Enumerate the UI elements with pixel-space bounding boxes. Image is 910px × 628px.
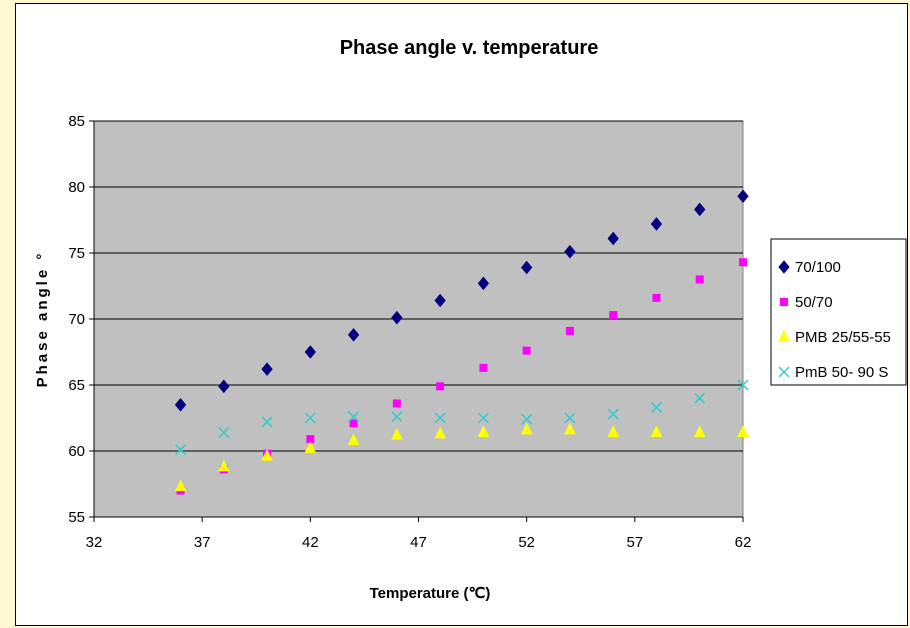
data-point-series-1 — [477, 276, 490, 291]
data-point-series-4 — [477, 412, 489, 424]
data-point-series-3 — [304, 441, 317, 453]
data-point-series-2 — [652, 293, 661, 302]
data-point-series-1 — [304, 345, 316, 359]
data-point-series-4 — [434, 412, 446, 424]
scatter-chart: 32 37 42 47 52 57 62 55 60 65 70 75 80 85 Phase angl… — [34, 37, 907, 602]
x-axis-label: Temperature (℃) — [370, 585, 491, 602]
data-point-series-3 — [391, 428, 403, 440]
legend: 70/100 50/70 PMB 25/55-55 PmB 50- 90 S — [770, 238, 907, 386]
legend-label-series-1: 70/100 — [795, 259, 841, 276]
data-point-series-1 — [174, 398, 187, 412]
y-tick-label: 70 — [68, 311, 85, 328]
data-point-series-3 — [564, 422, 576, 435]
data-point-series-3 — [520, 422, 533, 435]
data-point-series-2 — [739, 258, 747, 267]
data-point-series-2 — [609, 311, 618, 320]
data-point-series-3 — [347, 433, 360, 445]
data-point-series-4 — [218, 426, 230, 439]
x-axis-ticks: 32 37 42 47 52 57 62 — [86, 517, 752, 551]
y-tick-label: 80 — [68, 179, 85, 196]
data-point-series-1 — [564, 244, 576, 259]
x-tick-label: 42 — [302, 534, 319, 551]
data-point-series-3 — [434, 426, 446, 439]
x-tick-label: 52 — [518, 534, 535, 551]
data-point-series-3 — [477, 425, 490, 438]
legend-items: 70/100 50/70 PMB 25/55-55 PmB 50- 90 S — [778, 259, 891, 381]
legend-label-series-4: PmB 50- 90 S — [795, 364, 888, 381]
y-tick-label: 75 — [68, 245, 85, 262]
data-point-series-4 — [304, 412, 316, 424]
legend-label-series-2: 50/70 — [795, 294, 833, 311]
data-point-series-1 — [218, 379, 230, 394]
data-point-series-4 — [607, 408, 619, 420]
data-point-series-4 — [521, 413, 533, 425]
data-point-series-3 — [261, 449, 273, 461]
y-tick-label: 60 — [68, 443, 85, 460]
data-point-series-1 — [521, 260, 533, 275]
data-point-series-4 — [737, 379, 749, 391]
y-tick-label: 65 — [68, 377, 85, 394]
data-point-series-1 — [694, 202, 706, 217]
x-tick-label: 62 — [735, 534, 752, 551]
data-point-series-2 — [695, 275, 704, 284]
data-point-series-4 — [564, 412, 576, 424]
legend-box — [770, 238, 907, 386]
grid-lines — [94, 120, 743, 452]
data-point-series-4 — [694, 392, 706, 404]
y-axis-ticks: 55 60 65 70 75 80 85 — [68, 113, 94, 526]
data-point-series-2 — [479, 363, 488, 372]
legend-marker-series-1 — [778, 260, 790, 274]
data-point-series-2 — [565, 326, 574, 335]
data-point-series-1 — [347, 328, 360, 342]
data-point-series-1 — [434, 293, 446, 308]
data-point-series-1 — [261, 362, 273, 376]
x-tick-label: 57 — [626, 534, 643, 551]
data-point-series-3 — [693, 425, 706, 438]
legend-marker-series-4 — [778, 366, 790, 378]
x-tick-label: 47 — [410, 534, 427, 551]
data-point-series-1 — [607, 231, 619, 246]
data-point-series-2 — [349, 419, 358, 428]
data-point-series-4 — [391, 411, 403, 423]
legend-label-series-3: PMB 25/55-55 — [795, 329, 891, 346]
x-tick-label: 32 — [86, 534, 103, 551]
data-point-series-3 — [174, 479, 187, 492]
y-tick-label: 55 — [68, 509, 85, 526]
data-point-series-1 — [737, 189, 749, 204]
data-point-series-2 — [306, 435, 315, 444]
chart-title: Phase angle v. temperature — [340, 37, 599, 59]
x-tick-label: 37 — [194, 534, 211, 551]
data-point-series-1 — [650, 217, 663, 231]
data-point-series-4 — [175, 444, 187, 456]
data-point-series-2 — [522, 346, 531, 355]
data-point-series-3 — [650, 425, 663, 438]
legend-marker-series-2 — [780, 298, 788, 306]
chart-frame: 32 37 42 47 52 57 62 55 60 65 70 75 80 85 Phase angl… — [15, 3, 908, 626]
data-point-series-3 — [217, 459, 230, 472]
data-point-series-2 — [436, 382, 445, 391]
data-marks — [174, 189, 749, 495]
data-point-series-4 — [348, 411, 360, 423]
legend-marker-series-3 — [778, 329, 790, 342]
data-point-series-4 — [650, 401, 662, 413]
data-point-series-1 — [391, 310, 403, 325]
data-point-series-2 — [392, 399, 401, 408]
y-axis-label: Phase angle ° — [34, 251, 51, 388]
data-point-series-4 — [261, 416, 273, 428]
y-tick-label: 85 — [68, 113, 85, 130]
data-point-series-3 — [737, 425, 749, 438]
data-point-series-3 — [607, 425, 620, 438]
